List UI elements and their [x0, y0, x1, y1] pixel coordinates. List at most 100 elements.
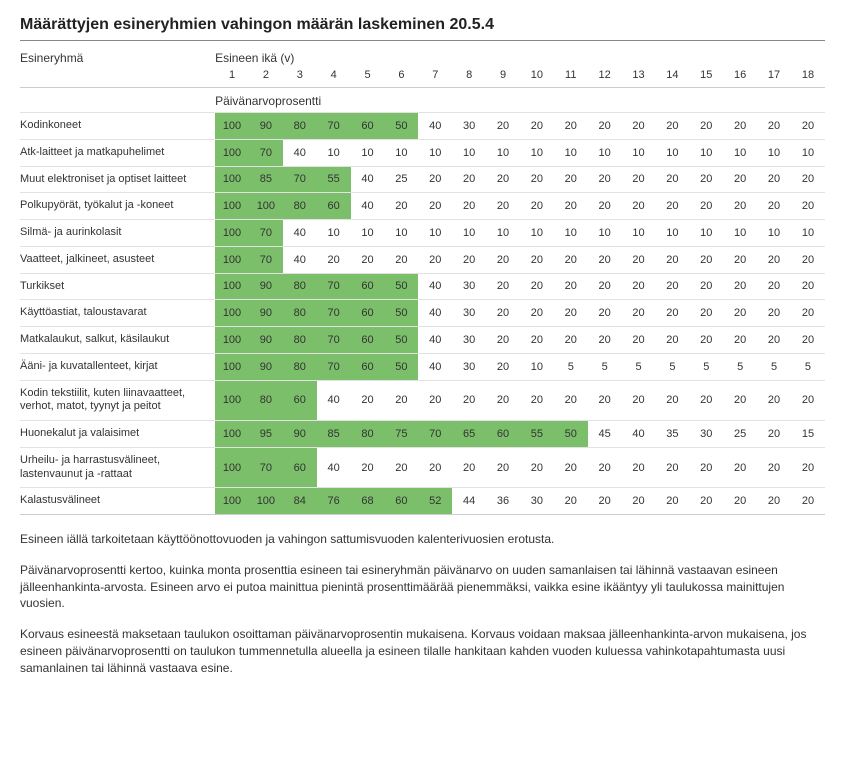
note-paragraph: Korvaus esineestä maksetaan taulukon oso… — [20, 626, 825, 676]
value-cell: 30 — [520, 488, 554, 515]
table-row: Matkalaukut, salkut, käsilaukut100908070… — [20, 327, 825, 354]
value-cell: 20 — [486, 327, 520, 354]
value-cell: 20 — [622, 193, 656, 220]
value-cell: 20 — [588, 300, 622, 327]
value-cell: 20 — [554, 300, 588, 327]
value-cell: 20 — [520, 166, 554, 193]
value-cell: 40 — [418, 327, 452, 354]
value-cell: 100 — [215, 353, 249, 380]
value-cell: 20 — [655, 488, 689, 515]
value-cell: 20 — [351, 380, 385, 421]
value-cell: 5 — [757, 353, 791, 380]
value-cell: 20 — [655, 273, 689, 300]
year-header: 10 — [520, 67, 554, 88]
value-cell: 25 — [384, 166, 418, 193]
value-cell: 70 — [249, 139, 283, 166]
row-label: Silmä- ja aurinkolasit — [20, 220, 215, 247]
value-cell: 20 — [554, 380, 588, 421]
value-cell: 20 — [418, 193, 452, 220]
value-cell: 30 — [452, 113, 486, 140]
value-cell: 10 — [384, 220, 418, 247]
value-cell: 70 — [249, 246, 283, 273]
value-cell: 40 — [418, 300, 452, 327]
value-cell: 20 — [723, 300, 757, 327]
value-cell: 20 — [757, 488, 791, 515]
value-cell: 70 — [317, 327, 351, 354]
value-cell: 40 — [622, 421, 656, 448]
value-cell: 60 — [283, 447, 317, 488]
value-cell: 20 — [588, 488, 622, 515]
value-cell: 20 — [588, 327, 622, 354]
value-cell: 20 — [757, 300, 791, 327]
table-row: Silmä- ja aurinkolasit100704010101010101… — [20, 220, 825, 247]
value-cell: 20 — [757, 166, 791, 193]
value-cell: 40 — [317, 447, 351, 488]
value-cell: 20 — [622, 300, 656, 327]
table-row: Käyttöastiat, taloustavarat1009080706050… — [20, 300, 825, 327]
value-cell: 50 — [384, 273, 418, 300]
value-cell: 40 — [418, 113, 452, 140]
value-cell: 5 — [655, 353, 689, 380]
value-cell: 10 — [384, 139, 418, 166]
value-cell: 40 — [317, 380, 351, 421]
value-cell: 20 — [757, 193, 791, 220]
row-label: Huonekalut ja valaisimet — [20, 421, 215, 448]
value-cell: 20 — [384, 380, 418, 421]
value-cell: 40 — [351, 193, 385, 220]
value-cell: 30 — [452, 353, 486, 380]
value-cell: 10 — [554, 139, 588, 166]
value-cell: 50 — [384, 327, 418, 354]
value-cell: 10 — [655, 139, 689, 166]
value-cell: 10 — [520, 353, 554, 380]
value-cell: 10 — [757, 220, 791, 247]
value-cell: 70 — [249, 220, 283, 247]
value-cell: 20 — [588, 113, 622, 140]
value-cell: 10 — [588, 220, 622, 247]
value-cell: 20 — [655, 380, 689, 421]
value-cell: 100 — [215, 488, 249, 515]
value-cell: 44 — [452, 488, 486, 515]
year-header: 9 — [486, 67, 520, 88]
value-cell: 10 — [622, 220, 656, 247]
value-cell: 90 — [249, 353, 283, 380]
year-header: 6 — [384, 67, 418, 88]
value-cell: 20 — [452, 166, 486, 193]
value-cell: 20 — [520, 327, 554, 354]
value-cell: 20 — [554, 447, 588, 488]
value-cell: 90 — [249, 273, 283, 300]
value-cell: 80 — [283, 113, 317, 140]
value-cell: 5 — [689, 353, 723, 380]
value-cell: 85 — [249, 166, 283, 193]
value-cell: 40 — [418, 353, 452, 380]
value-cell: 20 — [791, 300, 825, 327]
value-cell: 20 — [622, 447, 656, 488]
value-cell: 100 — [215, 380, 249, 421]
value-cell: 20 — [689, 300, 723, 327]
value-cell: 10 — [689, 220, 723, 247]
value-cell: 70 — [418, 421, 452, 448]
value-cell: 60 — [486, 421, 520, 448]
year-header: 14 — [655, 67, 689, 88]
col-header-category: Esineryhmä — [20, 45, 215, 67]
year-header: 15 — [689, 67, 723, 88]
value-cell: 20 — [655, 300, 689, 327]
value-cell: 20 — [486, 273, 520, 300]
value-cell: 20 — [588, 193, 622, 220]
value-cell: 100 — [215, 447, 249, 488]
value-cell: 20 — [791, 113, 825, 140]
year-header: 5 — [351, 67, 385, 88]
value-cell: 55 — [520, 421, 554, 448]
value-cell: 60 — [384, 488, 418, 515]
value-cell: 20 — [655, 166, 689, 193]
value-cell: 30 — [689, 421, 723, 448]
value-cell: 20 — [520, 246, 554, 273]
note-paragraph: Esineen iällä tarkoitetaan käyttöönottov… — [20, 531, 825, 548]
value-cell: 10 — [757, 139, 791, 166]
value-cell: 84 — [283, 488, 317, 515]
value-cell: 100 — [215, 113, 249, 140]
value-cell: 20 — [757, 327, 791, 354]
year-header: 8 — [452, 67, 486, 88]
value-cell: 10 — [452, 139, 486, 166]
value-cell: 20 — [520, 193, 554, 220]
row-label: Polkupyörät, työkalut ja -koneet — [20, 193, 215, 220]
